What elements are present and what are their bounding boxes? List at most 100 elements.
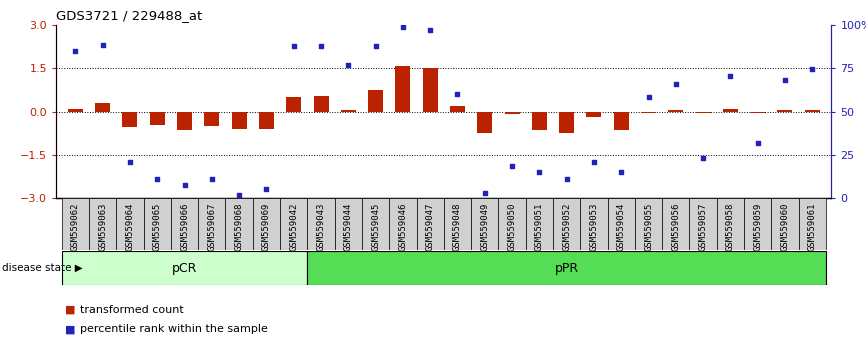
Bar: [253, 198, 280, 250]
Bar: [362, 198, 389, 250]
Point: [260, 186, 274, 192]
Text: GDS3721 / 229488_at: GDS3721 / 229488_at: [56, 9, 203, 22]
Bar: [526, 198, 553, 250]
Bar: [116, 198, 144, 250]
Text: GSM559047: GSM559047: [426, 202, 435, 251]
Text: pPR: pPR: [554, 262, 578, 275]
Text: GSM559062: GSM559062: [71, 202, 80, 251]
Bar: [586, 112, 601, 117]
Text: GSM559063: GSM559063: [98, 202, 107, 251]
Text: GSM559069: GSM559069: [262, 202, 271, 251]
Point: [778, 78, 792, 83]
Bar: [280, 198, 307, 250]
Bar: [389, 198, 417, 250]
Point: [369, 43, 383, 48]
Bar: [505, 112, 520, 114]
Bar: [450, 106, 465, 112]
Bar: [341, 110, 356, 112]
Bar: [662, 198, 689, 250]
Text: ■: ■: [65, 305, 75, 315]
Bar: [231, 112, 247, 129]
Bar: [635, 198, 662, 250]
Bar: [580, 198, 608, 250]
Bar: [750, 112, 766, 113]
Bar: [778, 110, 792, 112]
Bar: [723, 109, 738, 112]
Bar: [444, 198, 471, 250]
Point: [505, 163, 519, 169]
Bar: [423, 68, 437, 112]
Bar: [614, 112, 629, 130]
Text: GSM559049: GSM559049: [481, 202, 489, 251]
Bar: [198, 198, 225, 250]
Text: GSM559051: GSM559051: [535, 202, 544, 251]
Text: GSM559048: GSM559048: [453, 202, 462, 251]
Bar: [307, 251, 826, 285]
Text: GSM559060: GSM559060: [780, 202, 790, 251]
Text: GSM559052: GSM559052: [562, 202, 572, 251]
Point: [341, 62, 355, 68]
Text: disease state ▶: disease state ▶: [2, 262, 82, 272]
Point: [614, 169, 628, 175]
Bar: [499, 198, 526, 250]
Bar: [689, 198, 717, 250]
Point: [450, 91, 464, 96]
Bar: [417, 198, 444, 250]
Point: [559, 177, 573, 182]
Text: percentile rank within the sample: percentile rank within the sample: [80, 324, 268, 334]
Point: [151, 177, 165, 182]
Text: GSM559044: GSM559044: [344, 202, 352, 251]
Bar: [368, 90, 383, 112]
Bar: [695, 112, 711, 113]
Text: GSM559043: GSM559043: [316, 202, 326, 251]
Text: GSM559053: GSM559053: [590, 202, 598, 251]
Text: GSM559064: GSM559064: [126, 202, 134, 251]
Text: GSM559050: GSM559050: [507, 202, 516, 251]
Bar: [396, 66, 410, 112]
Text: GSM559059: GSM559059: [753, 202, 762, 251]
Bar: [477, 112, 492, 133]
Bar: [259, 112, 274, 129]
Text: GSM559061: GSM559061: [808, 202, 817, 251]
Text: GSM559057: GSM559057: [699, 202, 708, 251]
Bar: [532, 112, 546, 130]
Bar: [95, 103, 110, 112]
Bar: [717, 198, 744, 250]
Bar: [177, 112, 192, 130]
Point: [178, 182, 191, 188]
Text: ■: ■: [65, 324, 75, 334]
Point: [287, 43, 301, 48]
Text: GSM559066: GSM559066: [180, 202, 189, 251]
Bar: [61, 251, 307, 285]
Bar: [805, 110, 820, 112]
Text: GSM559068: GSM559068: [235, 202, 243, 251]
Bar: [313, 96, 328, 112]
Text: transformed count: transformed count: [80, 305, 184, 315]
Bar: [669, 110, 683, 112]
Text: GSM559058: GSM559058: [726, 202, 735, 251]
Point: [587, 159, 601, 165]
Point: [205, 177, 219, 182]
Bar: [61, 198, 89, 250]
Text: GSM559055: GSM559055: [644, 202, 653, 251]
Bar: [608, 198, 635, 250]
Bar: [334, 198, 362, 250]
Bar: [150, 112, 165, 125]
Bar: [171, 198, 198, 250]
Bar: [144, 198, 171, 250]
Bar: [89, 198, 116, 250]
Text: GSM559054: GSM559054: [617, 202, 626, 251]
Point: [68, 48, 82, 54]
Text: GSM559045: GSM559045: [372, 202, 380, 251]
Bar: [553, 198, 580, 250]
Bar: [287, 97, 301, 112]
Point: [478, 190, 492, 196]
Bar: [744, 198, 772, 250]
Text: GSM559046: GSM559046: [398, 202, 407, 251]
Bar: [307, 198, 334, 250]
Text: GSM559067: GSM559067: [207, 202, 216, 251]
Bar: [559, 112, 574, 133]
Point: [805, 66, 819, 72]
Text: GSM559056: GSM559056: [671, 202, 681, 251]
Point: [232, 192, 246, 198]
